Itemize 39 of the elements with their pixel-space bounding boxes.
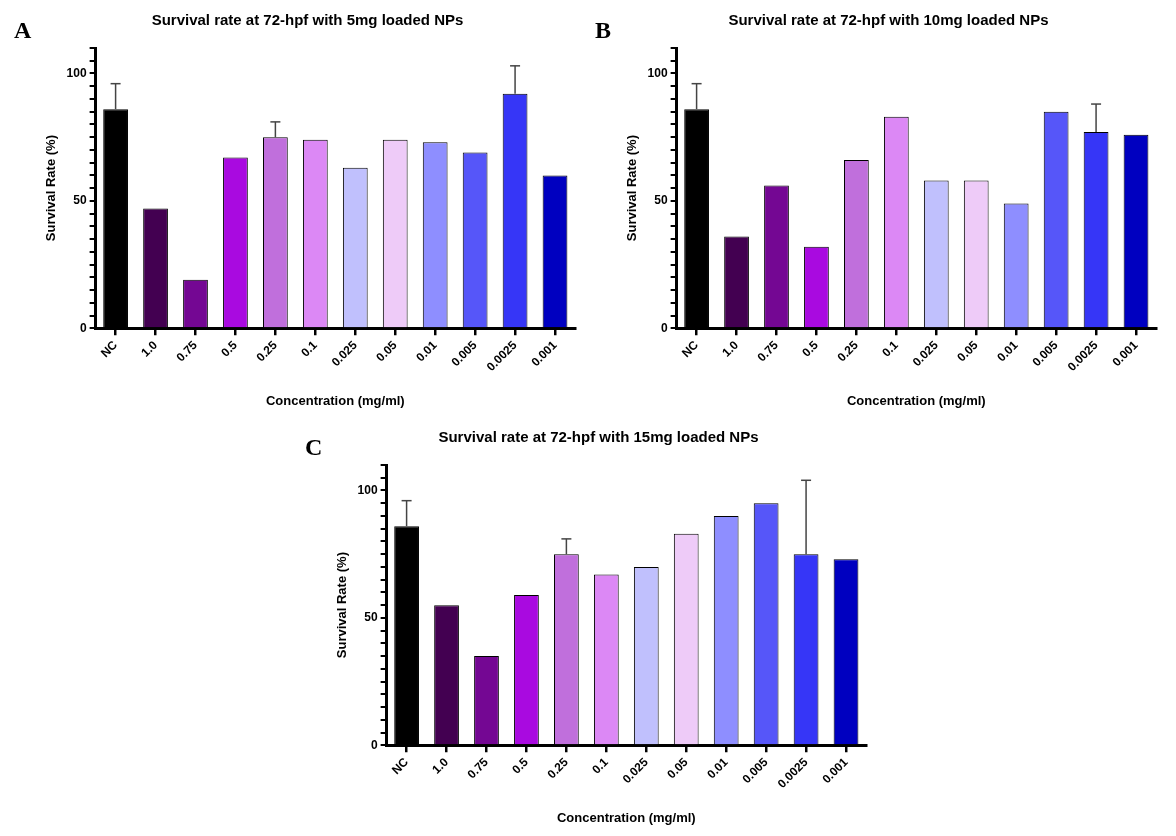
x-tick-label: 0.01 xyxy=(413,337,440,365)
x-tick-label: 0.01 xyxy=(703,754,731,782)
y-tick-label: 100 xyxy=(357,482,378,497)
x-tick-label: 0.1 xyxy=(298,337,321,360)
y-tick-label: 50 xyxy=(73,193,87,208)
y-tick-label: 50 xyxy=(654,193,668,208)
x-tick-label: 0.5 xyxy=(799,337,822,360)
y-tick-label: 100 xyxy=(66,65,87,80)
x-tick-label: 1.0 xyxy=(428,754,451,777)
x-tick-label: 1.0 xyxy=(719,337,742,360)
text: B xyxy=(595,17,612,44)
x-tick-label: NC xyxy=(388,754,411,778)
text: A xyxy=(14,17,32,44)
y-tick-label: 100 xyxy=(647,65,668,80)
x-axis-title: Concentration (mg/ml) xyxy=(846,392,986,408)
x-tick-label: 0.5 xyxy=(218,337,241,360)
x-axis-title: Concentration (mg/ml) xyxy=(265,392,405,408)
x-tick-label: 0.5 xyxy=(508,754,531,777)
y-tick-label: 0 xyxy=(660,320,668,335)
text: C xyxy=(304,434,322,461)
x-tick-label: 0.1 xyxy=(879,337,902,360)
chart-title: Survival rate at 72-hpf with 5mg loaded NPs xyxy=(151,11,464,29)
x-tick-label: 1.0 xyxy=(138,337,161,360)
x-tick-label: 0.05 xyxy=(373,337,400,365)
x-tick-label: 0.05 xyxy=(663,754,691,782)
y-axis-title: Survival Rate (%) xyxy=(43,135,59,242)
chart-title: Survival rate at 72-hpf with 15mg loaded NPs xyxy=(437,428,759,446)
x-tick-label: 0.1 xyxy=(588,754,611,777)
x-tick-label: 0.01 xyxy=(994,337,1021,365)
x-axis-title: Concentration (mg/ml) xyxy=(556,809,696,825)
y-tick-label: 50 xyxy=(363,610,378,625)
chart-title: Survival rate at 72-hpf with 10mg loaded NPs xyxy=(728,11,1049,29)
y-axis-title: Survival Rate (%) xyxy=(333,552,349,659)
x-tick-label: NC xyxy=(678,337,702,361)
y-axis-title: Survival Rate (%) xyxy=(624,135,640,242)
x-tick-label: NC xyxy=(97,337,121,361)
y-tick-label: 0 xyxy=(370,737,378,752)
x-tick-label: 0.05 xyxy=(954,337,981,365)
y-tick-label: 0 xyxy=(79,320,87,335)
